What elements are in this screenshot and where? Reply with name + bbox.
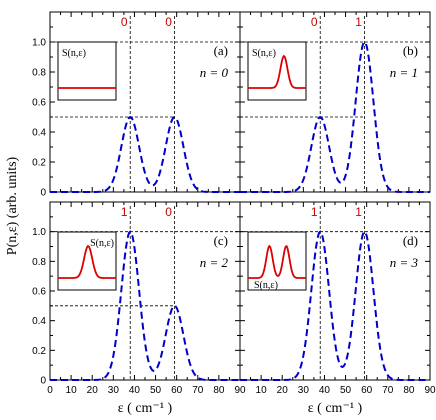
x-tick-label: 90 [234,385,246,396]
panel-frame [239,11,431,193]
x-tick-label: 20 [87,385,99,396]
x-tick-label: 70 [382,385,394,396]
x-tick-label: 90 [424,385,436,396]
x-tick-label: 70 [192,385,204,396]
y-tick-label: 0 [40,188,46,199]
panel-c: 00.20.40.60.81.00 10 20 30 40 50 60 70 80 901 0(c)… [32,201,246,396]
panel-letter: (b) [403,43,418,58]
inset-label: S(n,ε) [90,238,114,249]
panel-letter: (c) [214,233,228,248]
panel-a: 0 0.2 0.4 0.6 0.8 1.0 0 0 (a) n = 0 S(n,ε) [32,11,241,199]
x-tick-label: 80 [213,385,225,396]
peak-marker: 0 [311,15,318,29]
inset-curve [248,54,306,89]
inset-label: S(n,ε) [62,48,86,59]
y-tick-label: 0.6 [32,287,46,298]
x-tick-label: 40 [129,385,141,396]
x-tick-label: 40 [319,385,331,396]
inset-label: S(n,ε) [254,280,278,291]
inset-frame [247,231,307,291]
y-tick-label: 0.8 [32,257,46,268]
y-tick-label: 0.2 [32,346,46,357]
y-tick-label: 0.4 [32,128,46,139]
peak-marker: 0 [165,205,172,219]
x-tick-label: 20 [277,385,289,396]
y-tick-label: 0.8 [32,68,46,79]
y-tick-label: 0.6 [32,98,46,109]
inset-frame [57,41,117,101]
x-axis-title: ε ( cm⁻¹ ) [118,401,173,416]
panel-letter: (d) [403,233,418,248]
y-tick-label: 0.2 [32,158,46,169]
panel-d: 10 20 30 40 50 60 70 80 90 1 1 (d) n = 3 S(n,ε) [239,201,436,396]
inset: S(n,ε) [57,41,117,101]
x-tick-label: 80 [403,385,415,396]
probability-curve [50,115,240,193]
inset: S(n,ε) [247,41,307,101]
x-tick-label: 0 [47,385,53,396]
x-tick-label: 30 [108,385,120,396]
x-tick-label: 10 [66,385,78,396]
panel-n-label: n = 2 [200,255,229,270]
peak-marker: 1 [355,205,362,219]
inset-curve [248,244,306,279]
x-tick-label: 50 [340,385,352,396]
x-axis-title: ε ( cm⁻¹ ) [308,401,363,416]
peak-marker: 0 [121,15,128,29]
probability-curve [240,40,430,193]
panel-frame [49,201,241,381]
y-tick-label: 1.0 [32,227,46,238]
peak-marker: 1 [311,205,318,219]
inset-label: S(n,ε) [252,48,276,59]
peak-marker: 1 [121,205,128,219]
x-tick-label: 10 [256,385,268,396]
panel-frame [49,11,241,193]
x-tick-label: 60 [171,385,183,396]
inset-frame [247,41,307,101]
panel-frame [239,201,431,381]
y-axis-title: P(n,ε) (arb. units) [5,156,20,255]
x-tick-label: 30 [298,385,310,396]
peak-marker: 0 [165,15,172,29]
panel-b: 0 1 (b) n = 1 S(n,ε) [239,11,431,193]
y-tick-label: 0 [40,376,46,387]
panel-n-label: n = 1 [390,65,418,80]
x-tick-label: 50 [150,385,162,396]
panel-n-label: n = 3 [390,255,419,270]
probability-curve [240,230,430,381]
y-tick-label: 1.0 [32,38,46,49]
inset: S(n,ε) [247,231,307,291]
y-tick-label: 0.4 [32,316,46,327]
panel-letter: (a) [214,43,228,58]
inset: S(n,ε) [57,231,117,291]
inset-frame [57,231,117,291]
inset-curve [58,244,116,279]
peak-marker: 1 [355,15,362,29]
x-tick-label: 60 [361,385,373,396]
panel-n-label: n = 0 [200,65,229,80]
